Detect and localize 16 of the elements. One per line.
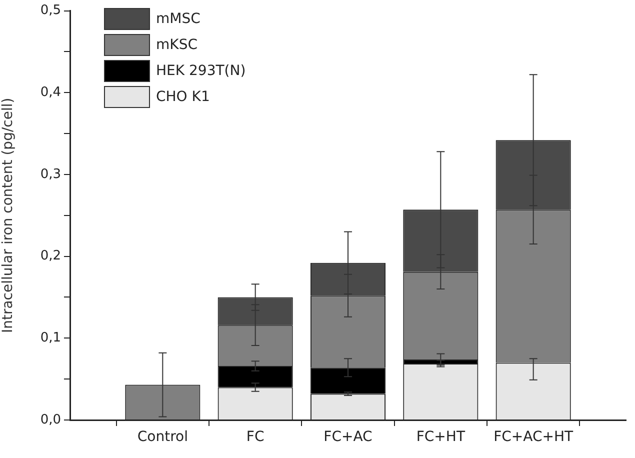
x-tick-label: FC+AC [324, 429, 373, 446]
legend-label: mKSC [156, 37, 198, 53]
y-tick-label: 0,0 [40, 412, 61, 428]
y-tick-label: 0,1 [40, 330, 61, 346]
x-tick-label: Control [137, 429, 188, 446]
y-tick-label: 0,3 [40, 166, 61, 182]
y-axis-title: Intracellular iron content (pg/cell) [0, 98, 16, 334]
y-tick-label: 0,5 [40, 3, 61, 18]
legend-label: CHO K1 [156, 89, 210, 105]
y-tick-label: 0,4 [40, 85, 61, 100]
y-tick-label: 0,2 [40, 248, 61, 264]
x-tick-label: FC [246, 429, 264, 446]
x-tick-label: FC+HT [416, 429, 466, 446]
legend-label: HEK 293T(N) [156, 63, 246, 79]
x-tick-label: FC+AC+HT [494, 429, 574, 446]
legend-label: mMSC [156, 11, 200, 27]
